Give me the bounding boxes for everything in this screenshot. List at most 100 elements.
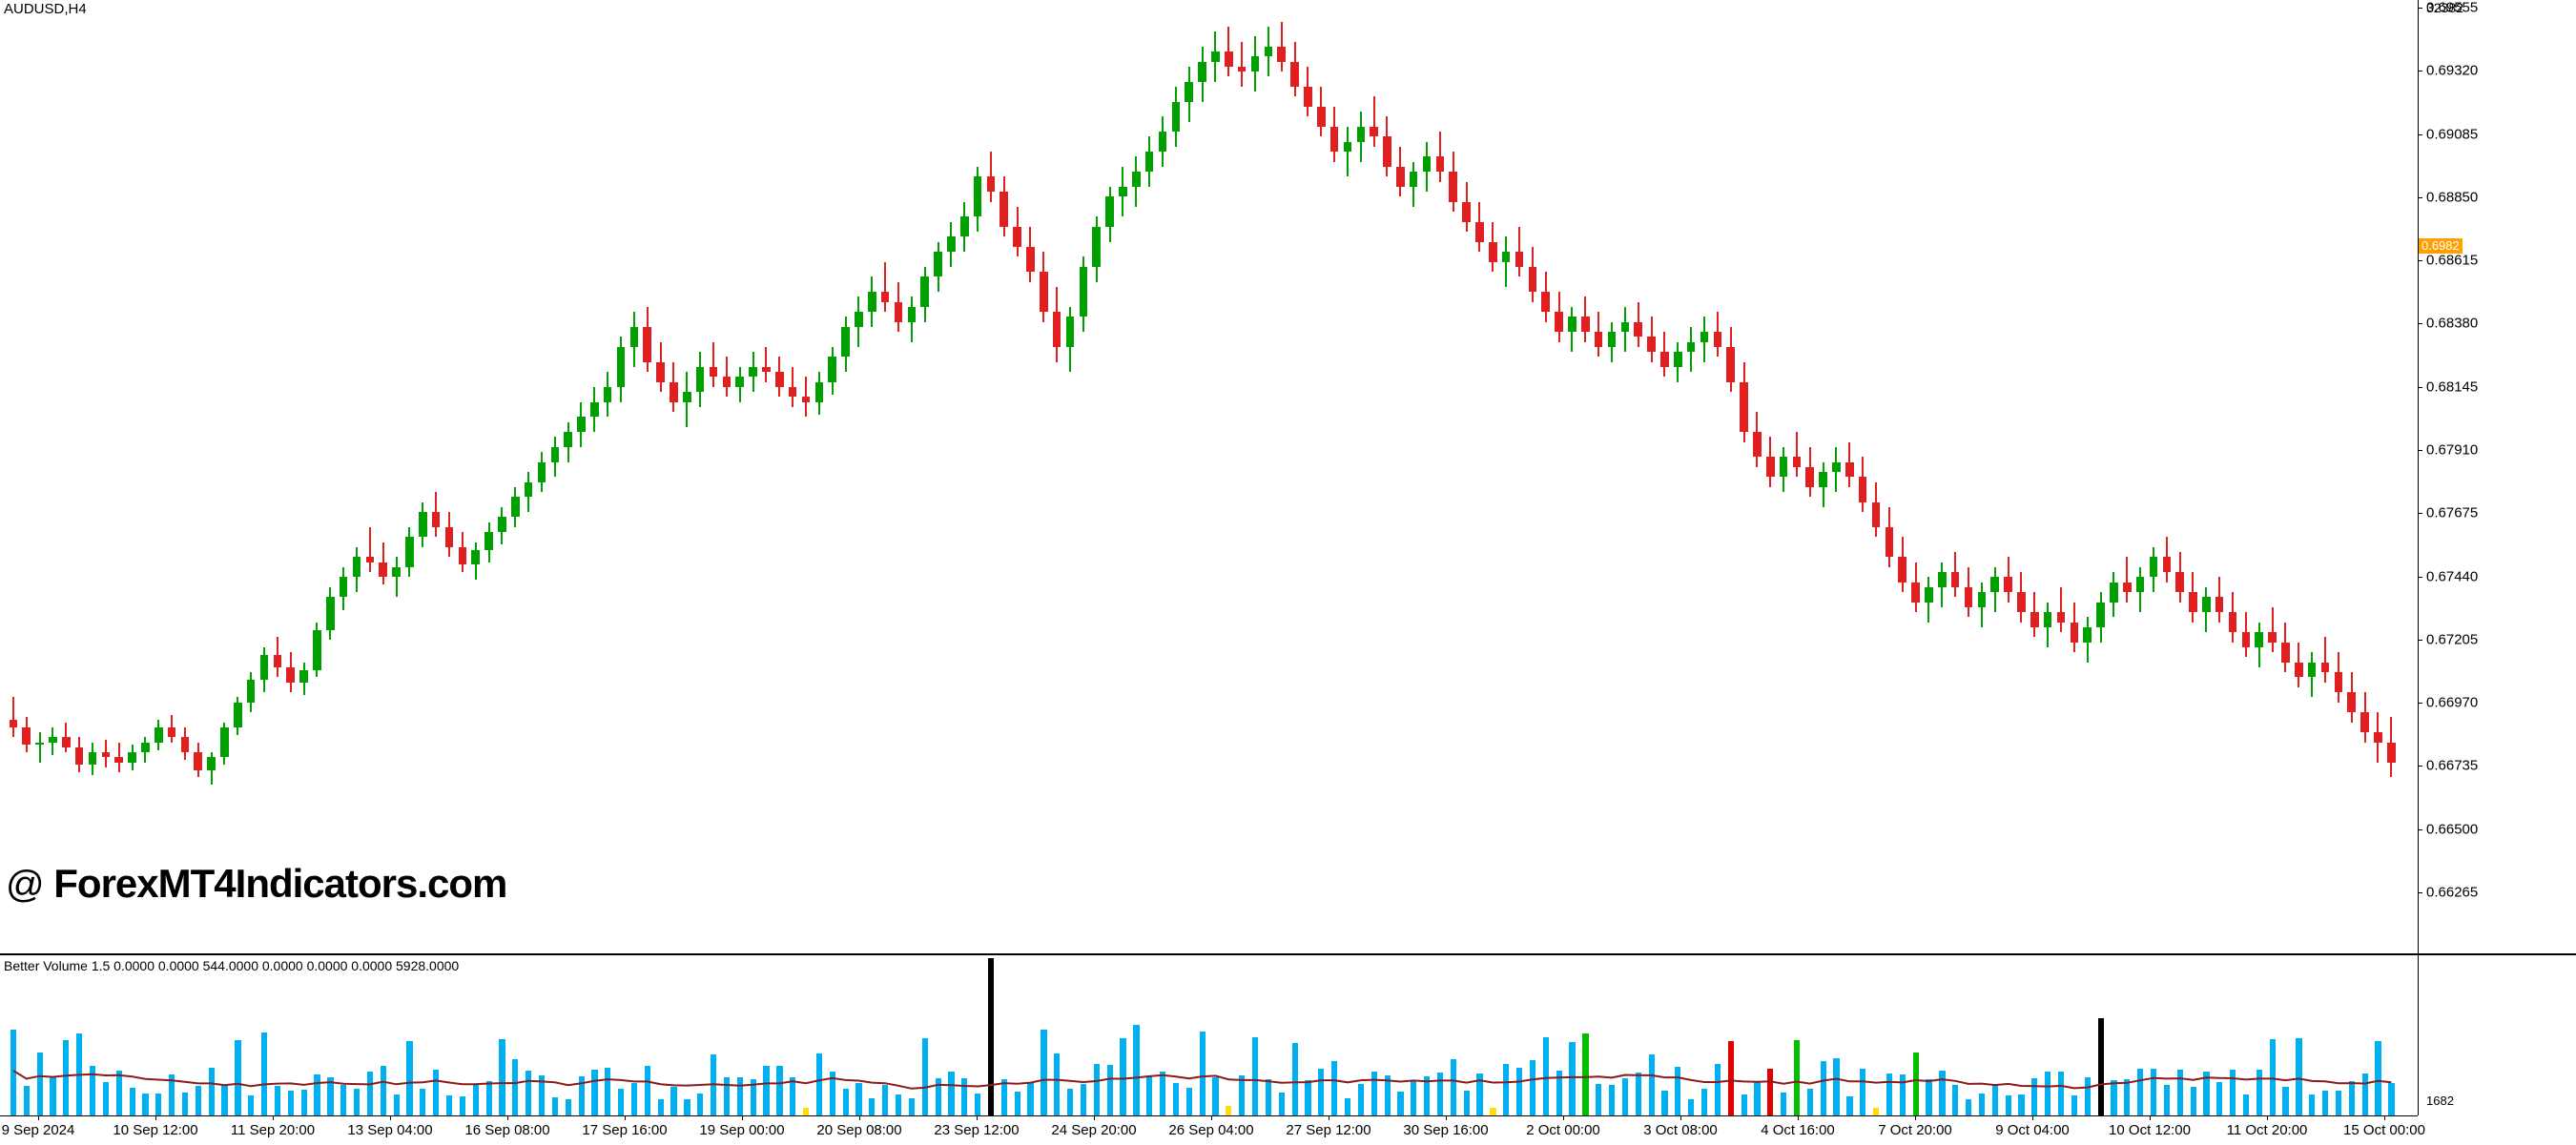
candlestick: [49, 0, 57, 934]
price-label: 0.69320: [2426, 62, 2479, 79]
candlestick: [1449, 0, 1458, 934]
candlestick: [88, 0, 97, 934]
candle-body: [1449, 172, 1458, 202]
candlestick: [180, 0, 190, 934]
volume-bar: [1952, 1085, 1959, 1115]
symbol-period-label: AUDUSD,H4: [4, 1, 87, 17]
candlestick: [2295, 0, 2303, 934]
candle-body: [444, 526, 454, 547]
candlestick: [1528, 0, 1537, 934]
candlestick: [259, 0, 269, 934]
candlestick: [313, 0, 321, 934]
volume-bar: [1397, 1091, 1404, 1115]
volume-bar: [842, 1088, 849, 1115]
candlestick: [2307, 0, 2317, 934]
candle-body: [2070, 622, 2079, 643]
candle-body: [683, 392, 691, 402]
candlestick: [1686, 0, 1696, 934]
candlestick: [550, 0, 560, 934]
candle-body: [2387, 742, 2396, 763]
candle-body: [1250, 56, 1260, 72]
volume-bar: [1067, 1089, 1074, 1115]
volume-bar: [1160, 1072, 1166, 1115]
volume-bar: [803, 1107, 810, 1115]
volume-bar: [1000, 1078, 1007, 1115]
candle-body: [1119, 186, 1127, 197]
candle-body: [1211, 51, 1220, 62]
candlestick: [1422, 0, 1432, 934]
time-tick: [742, 1115, 743, 1120]
candle-body: [841, 326, 850, 358]
candlestick: [194, 0, 203, 934]
candlestick: [74, 0, 84, 934]
candlestick: [2202, 0, 2211, 934]
candle-body: [1462, 201, 1471, 222]
volume-bar: [1596, 1084, 1602, 1115]
candle-body: [2096, 602, 2105, 627]
candle-wick: [395, 557, 398, 598]
candlestick: [273, 0, 282, 934]
candle-body: [2083, 626, 2092, 643]
candlestick: [392, 0, 401, 934]
candlestick: [365, 0, 375, 934]
candle-body: [1422, 156, 1432, 173]
price-label: 0.68850: [2426, 189, 2479, 206]
candle-body: [431, 512, 441, 527]
candlestick: [1040, 0, 1048, 934]
volume-bar: [1133, 1024, 1140, 1115]
candlestick: [1144, 0, 1154, 934]
volume-bar: [459, 1095, 466, 1115]
candle-body: [894, 301, 903, 322]
volume-bar: [287, 1091, 294, 1115]
volume-bar: [1873, 1107, 1880, 1115]
price-label: 0.67675: [2426, 504, 2479, 521]
time-tick: [1680, 1115, 1681, 1120]
candle-body: [629, 326, 639, 347]
candle-body: [498, 517, 506, 533]
candle-body: [234, 702, 242, 727]
volume-bar: [1609, 1084, 1616, 1115]
watermark: @ ForexMT4Indicators.com: [6, 861, 507, 907]
candlestick: [1568, 0, 1577, 934]
candlestick: [1065, 0, 1075, 934]
candlestick: [2268, 0, 2277, 934]
volume-bar: [921, 1038, 928, 1115]
volume-bar: [2163, 1085, 2171, 1115]
candlestick: [1792, 0, 1802, 934]
price-axis-line: [2418, 0, 2419, 1115]
volume-bar: [1754, 1081, 1761, 1115]
time-label: 4 Oct 16:00: [1761, 1122, 1835, 1138]
volume-bar: [1185, 1088, 1192, 1115]
candlestick: [2255, 0, 2264, 934]
candle-body: [2281, 642, 2290, 663]
candlestick: [2241, 0, 2251, 934]
volume-bar: [1991, 1083, 1998, 1115]
candlestick: [1858, 0, 1867, 934]
candlestick: [2017, 0, 2026, 934]
candle-body: [709, 366, 718, 378]
volume-bar: [433, 1070, 440, 1115]
candlestick: [973, 0, 982, 934]
candlestick: [2083, 0, 2092, 934]
main-price-panel[interactable]: AUDUSD,H4 @ ForexMT4Indicators.com: [0, 0, 2418, 934]
candle-body: [1132, 172, 1141, 187]
candlestick: [1832, 0, 1841, 934]
better-volume-subwindow[interactable]: Better Volume 1.5 0.0000 0.0000 544.0000…: [0, 958, 2418, 1115]
price-tick: [2418, 196, 2422, 198]
time-axis[interactable]: 9 Sep 2024 10 Sep 12:00 11 Sep 20:00 13 Sep…: [0, 1115, 2576, 1145]
volume-bar: [1661, 1090, 1668, 1115]
volume-bar: [1542, 1036, 1549, 1115]
candlestick: [1237, 0, 1247, 934]
candlestick: [1329, 0, 1339, 934]
price-axis[interactable]: 0.69555 0.69320 0.69085 0.68850 0.68615 0.683…: [2418, 0, 2576, 1115]
time-label: 23 Sep 12:00: [934, 1122, 1020, 1138]
candle-body: [180, 737, 190, 753]
candle-body: [762, 366, 771, 373]
volume-bar: [1860, 1068, 1866, 1115]
volume-bar: [1278, 1093, 1285, 1115]
volume-bar: [1463, 1091, 1470, 1115]
price-tick: [2418, 8, 2422, 9]
candle-wick: [1241, 41, 1244, 87]
price-label: 0.67205: [2426, 631, 2479, 648]
